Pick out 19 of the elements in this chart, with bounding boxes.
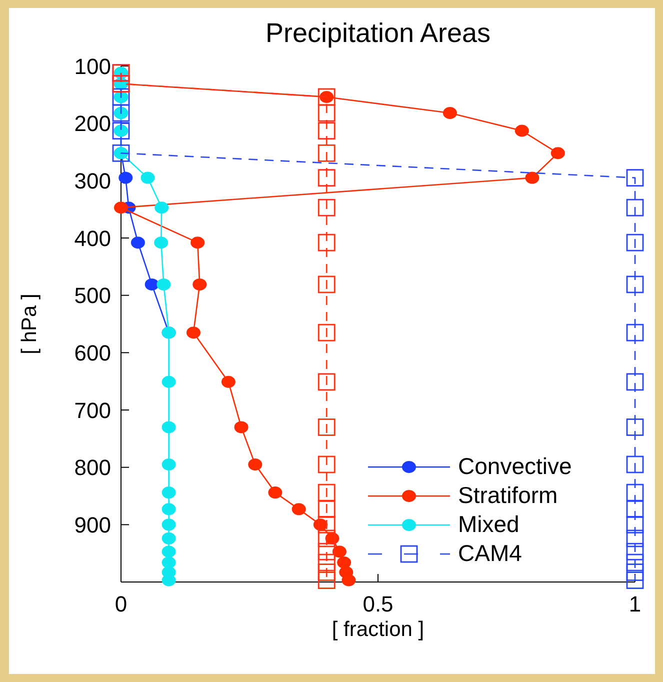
legend-label: Convective — [458, 453, 572, 480]
legend-label: Stratiform — [458, 482, 558, 509]
x-axis-title: [ fraction ] — [330, 618, 426, 642]
y-tick-label: 800 — [74, 455, 111, 480]
legend-label: CAM4 — [458, 540, 522, 567]
y-tick-label: 500 — [74, 283, 111, 308]
y-tick-label: 600 — [74, 340, 111, 366]
y-tick-label: 700 — [74, 398, 111, 423]
y-tick-label: 300 — [74, 168, 111, 194]
y-tick-label: 100 — [74, 54, 111, 79]
x-tick-label: 1 — [628, 592, 642, 617]
y-tick-label: 400 — [74, 226, 111, 251]
x-tick-label: 0.5 — [362, 592, 394, 617]
x-tick-label: 0 — [114, 592, 128, 617]
chart-title: Precipitation Areas — [264, 18, 492, 49]
y-tick-label: 200 — [74, 111, 111, 136]
legend-label: Mixed — [458, 511, 520, 538]
y-tick-label: 900 — [74, 512, 111, 538]
y-axis-title: [ hPa ] — [18, 294, 42, 354]
